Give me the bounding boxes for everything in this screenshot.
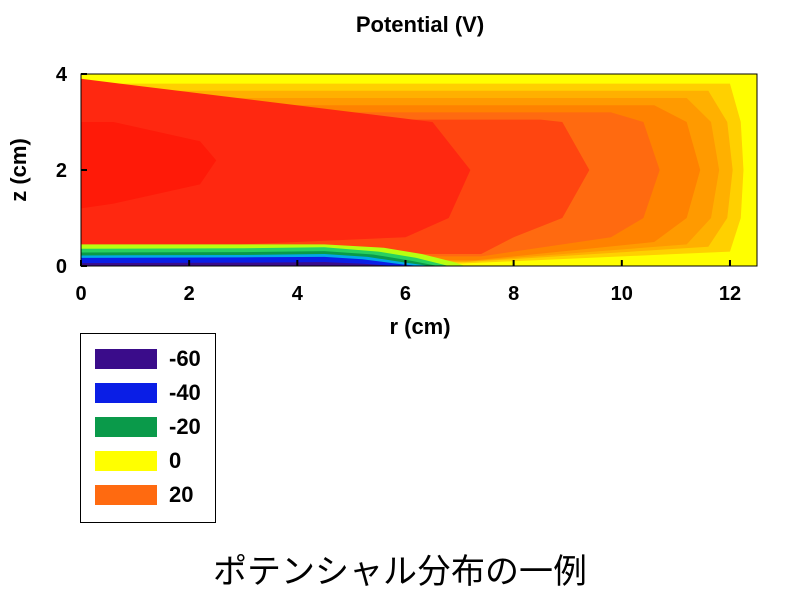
- legend-entry: -40: [95, 382, 201, 404]
- legend-entry: -60: [95, 348, 201, 370]
- x-tick-label: 8: [508, 283, 519, 305]
- contour-band-28: [81, 122, 217, 209]
- legend-label: 0: [169, 448, 182, 473]
- x-tick-label: 4: [292, 283, 304, 305]
- legend-swatch: [95, 451, 157, 471]
- x-tick-label: 2: [184, 283, 195, 305]
- legend-label: -20: [169, 414, 201, 439]
- plot-area: [80, 73, 758, 267]
- x-tick-label: 12: [719, 283, 741, 305]
- legend-swatch: [95, 485, 157, 505]
- legend-swatch: [95, 349, 157, 369]
- x-axis: 0 2 4 6 8 10 12: [75, 260, 741, 305]
- legend-swatch: [95, 417, 157, 437]
- figure-caption: ポテンシャル分布の一例: [213, 552, 587, 592]
- x-tick-label: 10: [611, 283, 633, 305]
- y-tick-label: 4: [56, 64, 68, 86]
- y-tick-label: 0: [56, 256, 67, 278]
- x-tick-label: 6: [400, 283, 411, 305]
- x-axis-label: r (cm): [389, 314, 450, 339]
- legend-swatch: [95, 383, 157, 403]
- contour-band-26: [81, 78, 471, 252]
- chart-title: Potential (V): [356, 12, 484, 37]
- potential-chart: Potential (V) 0 2 4 6 8 10 12 0 2 4 r (cm) z (cm…: [6, 12, 758, 339]
- y-tick-label: 2: [56, 160, 67, 182]
- contour-band-neg-60: [81, 262, 395, 266]
- legend-entry: 20: [95, 484, 193, 506]
- y-axis-label: z (cm): [6, 138, 31, 202]
- legend-entry: 0: [95, 450, 181, 472]
- y-axis: 0 2 4: [56, 64, 87, 278]
- x-tick-label: 0: [75, 283, 86, 305]
- legend-label: -40: [169, 380, 201, 405]
- legend-label: 20: [169, 482, 194, 507]
- legend-label: -60: [169, 346, 201, 371]
- color-legend: -60 -40 -20 0 20: [80, 333, 216, 523]
- legend-entry: -20: [95, 416, 201, 438]
